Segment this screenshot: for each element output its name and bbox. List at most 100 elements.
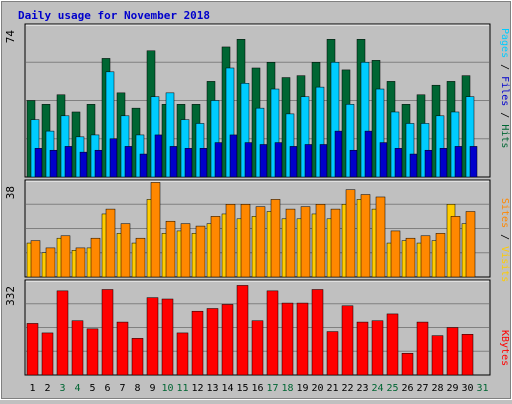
bar-pages-day-17 — [274, 142, 283, 178]
bar-sites-day-15 — [240, 204, 251, 278]
bar-sites-day-30 — [465, 211, 476, 278]
bar-pages-day-6 — [109, 138, 118, 178]
x-tick-label: 1 — [29, 383, 35, 394]
x-tick-label: 3 — [59, 383, 65, 394]
x-tick-label: 28 — [431, 383, 443, 394]
legend-entry: Sites — [499, 198, 510, 228]
x-tick-label: 29 — [446, 383, 458, 394]
bar-pages-day-5 — [94, 149, 103, 178]
bar-kbytes-day-20 — [311, 289, 324, 376]
bar-kbytes-day-23 — [356, 321, 369, 376]
bar-pages-day-21 — [334, 130, 343, 178]
x-tick-label: 17 — [266, 383, 278, 394]
bar-pages-day-2 — [49, 149, 58, 178]
legend-entry: / — [499, 228, 510, 246]
bar-sites-day-22 — [345, 189, 356, 278]
x-tick-label: 25 — [386, 383, 398, 394]
legend-entry: Files — [499, 76, 510, 106]
x-tick-label: 6 — [104, 383, 110, 394]
bar-sites-day-1 — [30, 240, 41, 278]
legend-entry: Pages — [499, 28, 510, 58]
bar-sites-day-13 — [210, 216, 221, 278]
bar-pages-day-3 — [64, 146, 73, 178]
bar-pages-day-12 — [199, 148, 208, 178]
bar-pages-day-27 — [424, 149, 433, 178]
bar-pages-day-18 — [289, 146, 298, 178]
bar-pages-day-24 — [379, 142, 388, 178]
y-max-label-hits: 74 — [4, 30, 17, 44]
bar-pages-day-11 — [184, 148, 193, 178]
legend-entry: KBytes — [499, 330, 510, 366]
bar-kbytes-day-28 — [431, 335, 444, 376]
bar-kbytes-day-26 — [401, 353, 414, 376]
x-tick-label: 27 — [416, 383, 428, 394]
bar-kbytes-day-25 — [386, 313, 399, 376]
x-tick-label: 22 — [341, 383, 353, 394]
bar-sites-day-20 — [315, 204, 326, 278]
bar-kbytes-day-2 — [41, 332, 54, 376]
bar-sites-day-14 — [225, 204, 236, 278]
bar-kbytes-day-18 — [281, 302, 294, 376]
bar-sites-day-8 — [135, 237, 146, 278]
bar-pages-day-16 — [259, 144, 268, 178]
bar-pages-day-4 — [79, 151, 88, 178]
x-tick-label: 18 — [281, 383, 293, 394]
x-tick-label: 13 — [206, 383, 218, 394]
bar-pages-day-9 — [154, 134, 163, 178]
bar-sites-day-19 — [300, 206, 311, 278]
bar-pages-day-29 — [454, 146, 463, 178]
bar-sites-day-17 — [270, 199, 281, 278]
x-tick-label: 30 — [461, 383, 473, 394]
bar-pages-day-7 — [124, 146, 133, 178]
bar-pages-day-23 — [364, 130, 373, 178]
x-tick-label: 2 — [44, 383, 50, 394]
x-tick-label: 23 — [356, 383, 368, 394]
x-tick-label: 7 — [119, 383, 125, 394]
bar-sites-day-11 — [180, 223, 191, 278]
bar-kbytes-day-1 — [26, 323, 39, 376]
bar-sites-day-27 — [420, 235, 431, 278]
bar-sites-day-24 — [375, 196, 386, 278]
legend-bottom: KBytes — [499, 330, 510, 366]
bar-kbytes-day-27 — [416, 321, 429, 376]
bar-kbytes-day-4 — [71, 320, 84, 376]
bar-pages-day-28 — [439, 148, 448, 178]
bar-kbytes-day-6 — [101, 289, 114, 376]
bar-kbytes-day-8 — [131, 338, 144, 376]
bar-pages-day-1 — [34, 148, 43, 178]
bar-kbytes-day-15 — [236, 285, 249, 376]
bar-kbytes-day-12 — [191, 310, 204, 376]
bar-sites-day-10 — [165, 220, 176, 278]
x-tick-label: 21 — [326, 383, 338, 394]
bar-kbytes-day-14 — [221, 304, 234, 376]
bar-kbytes-day-5 — [86, 328, 99, 376]
bar-kbytes-day-21 — [326, 331, 339, 376]
x-tick-label: 26 — [401, 383, 413, 394]
legend-top: Pages / Files / Hits — [499, 28, 510, 148]
bar-kbytes-day-13 — [206, 308, 219, 376]
bar-kbytes-day-24 — [371, 320, 384, 376]
bar-sites-day-12 — [195, 225, 206, 278]
bar-pages-day-15 — [244, 142, 253, 178]
bar-sites-day-25 — [390, 230, 401, 278]
bar-kbytes-day-22 — [341, 305, 354, 376]
bar-pages-day-20 — [319, 144, 328, 178]
bar-kbytes-day-3 — [56, 290, 69, 376]
bar-sites-day-3 — [60, 235, 71, 278]
bar-sites-day-5 — [90, 237, 101, 278]
x-tick-label: 10 — [161, 383, 173, 394]
legend-entry: / — [499, 58, 510, 76]
bar-sites-day-7 — [120, 223, 131, 278]
bar-sites-day-29 — [450, 216, 461, 278]
legend-entry: Visits — [499, 246, 510, 282]
x-tick-label: 9 — [149, 383, 155, 394]
bar-kbytes-day-11 — [176, 332, 189, 376]
legend-entry: Hits — [499, 124, 510, 148]
bar-pages-day-30 — [469, 146, 478, 178]
bar-sites-day-28 — [435, 233, 446, 278]
x-tick-label: 20 — [311, 383, 323, 394]
x-tick-label: 11 — [176, 383, 188, 394]
x-tick-label: 15 — [236, 383, 248, 394]
